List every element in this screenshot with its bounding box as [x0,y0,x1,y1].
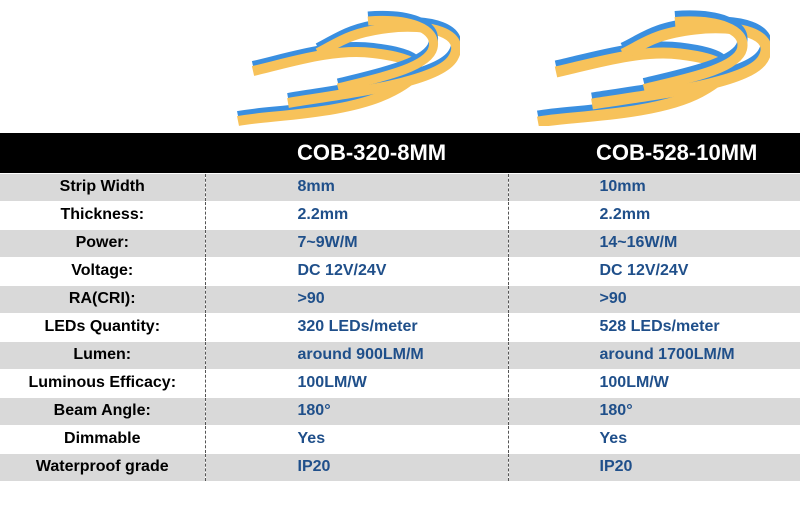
value-320: around 900LM/M [205,340,509,369]
row-label: Luminous Efficacy: [0,368,206,397]
table-header: COB-320-8MM COB-528-10MM [0,133,800,173]
header-blank-cell [0,133,205,173]
model-name-528: COB-528-10MM [596,139,758,165]
table-row: Dimmable Yes Yes [0,424,800,453]
row-label: RA(CRI): [0,284,206,313]
led-strip-image-320 [237,10,460,126]
table-row: Waterproof grade IP20 IP20 [0,452,800,481]
value-528: 100LM/W [508,368,800,397]
product-images [0,0,800,133]
value-528: DC 12V/24V [508,256,800,285]
value-320: 320 LEDs/meter [205,312,509,341]
value-320: 2.2mm [205,200,509,229]
table-row: Strip Width 8mm 10mm [0,172,800,201]
value-320: Yes [205,424,509,453]
row-label: Voltage: [0,256,206,285]
row-label: Beam Angle: [0,396,206,425]
value-528: 180° [508,396,800,425]
table-row: Lumen: around 900LM/M around 1700LM/M [0,340,800,369]
value-528: >90 [508,284,800,313]
table-row: Luminous Efficacy: 100LM/W 100LM/W [0,368,800,397]
table-row: LEDs Quantity: 320 LEDs/meter 528 LEDs/m… [0,312,800,341]
value-320: 8mm [205,172,509,201]
table-row: Beam Angle: 180° 180° [0,396,800,425]
table-row: RA(CRI): >90 >90 [0,284,800,313]
value-320: DC 12V/24V [205,256,509,285]
row-label: Dimmable [0,424,206,453]
row-label: Thickness: [0,200,206,229]
value-528: 10mm [508,172,800,201]
spec-table: COB-320-8MM COB-528-10MM Strip Width 8mm… [0,133,800,481]
value-528: 2.2mm [508,200,800,229]
value-320: 180° [205,396,509,425]
row-label: Strip Width [0,172,206,201]
row-label: Power: [0,228,206,257]
value-528: around 1700LM/M [508,340,800,369]
row-label: Lumen: [0,340,206,369]
value-320: 100LM/W [205,368,509,397]
value-528: IP20 [508,452,800,481]
value-528: 528 LEDs/meter [508,312,800,341]
table-row: Voltage: DC 12V/24V DC 12V/24V [0,256,800,285]
model-name-320: COB-320-8MM [297,139,447,165]
row-label: LEDs Quantity: [0,312,206,341]
value-320: 7~9W/M [205,228,509,257]
value-528: Yes [508,424,800,453]
table-row: Thickness: 2.2mm 2.2mm [0,200,800,229]
value-320: >90 [205,284,509,313]
value-320: IP20 [205,452,509,481]
value-528: 14~16W/M [508,228,800,257]
table-row: Power: 7~9W/M 14~16W/M [0,228,800,257]
row-label: Waterproof grade [0,452,206,481]
led-strip-image-528 [536,10,770,126]
